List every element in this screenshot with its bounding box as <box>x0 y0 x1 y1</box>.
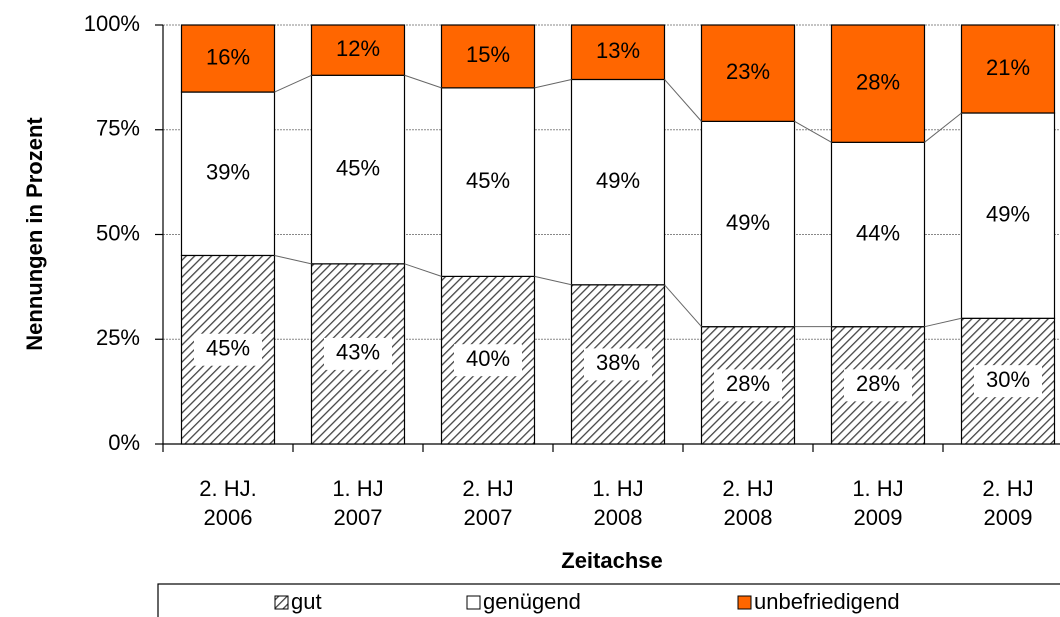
data-label: 13% <box>596 38 640 63</box>
y-tick-label: 25% <box>96 325 140 350</box>
data-label: 15% <box>466 42 510 67</box>
data-label: 28% <box>856 371 900 396</box>
label-bg <box>324 153 392 186</box>
x-tick-label: 1. HJ 2009 <box>852 476 904 530</box>
label-bg <box>194 157 262 190</box>
label-bg <box>844 218 912 251</box>
label-bg <box>454 344 522 377</box>
data-label: 49% <box>596 168 640 193</box>
data-label: 49% <box>726 210 770 235</box>
data-label: 39% <box>206 160 250 185</box>
data-label: 28% <box>726 371 770 396</box>
legend-swatch <box>466 595 481 610</box>
bar-segment <box>960 24 1056 114</box>
data-label: 49% <box>986 201 1030 226</box>
series-line <box>404 263 442 277</box>
series-line <box>534 78 572 89</box>
y-tick-label: 100% <box>84 11 140 36</box>
bar-segment <box>440 24 536 89</box>
data-label: 16% <box>206 44 250 69</box>
data-label: 40% <box>466 346 510 371</box>
y-tick-label: 0% <box>108 430 140 455</box>
x-tick-label: 2. HJ 2008 <box>722 476 774 530</box>
bar-segment <box>570 24 666 81</box>
data-label: 28% <box>856 69 900 94</box>
series-line <box>924 112 962 143</box>
series-line <box>794 120 832 143</box>
series-line <box>274 74 312 93</box>
bar-segment <box>310 24 406 76</box>
label-bg <box>324 337 392 370</box>
data-label: 45% <box>466 168 510 193</box>
y-axis-title: Nennungen in Prozent <box>22 117 47 351</box>
x-tick-label: 2. HJ 2009 <box>982 476 1034 530</box>
series-line <box>274 254 312 265</box>
label-bg <box>714 208 782 241</box>
y-tick-label: 75% <box>96 116 140 141</box>
legend-swatch <box>737 595 752 610</box>
label-bg <box>844 369 912 402</box>
legend-label: gut <box>291 589 322 614</box>
series-line <box>924 317 962 328</box>
data-label: 45% <box>206 336 250 361</box>
series-line <box>534 275 572 286</box>
label-bg <box>584 166 652 199</box>
series-line <box>404 74 442 89</box>
x-axis-title: Zeitachse <box>561 548 663 573</box>
data-label: 30% <box>986 367 1030 392</box>
data-label: 21% <box>986 55 1030 80</box>
data-label: 23% <box>726 59 770 84</box>
series-line <box>664 284 702 328</box>
legend-swatch <box>274 595 289 610</box>
bar-segment <box>700 24 796 122</box>
label-bg <box>714 369 782 402</box>
legend-box <box>157 583 1060 617</box>
label-bg <box>974 365 1042 398</box>
x-tick-label: 1. HJ 2008 <box>592 476 644 530</box>
bar-segment <box>180 24 276 93</box>
legend-label: genügend <box>483 589 581 614</box>
data-label: 12% <box>336 36 380 61</box>
y-tick-label: 50% <box>96 220 140 245</box>
data-label: 38% <box>596 350 640 375</box>
label-bg <box>454 166 522 199</box>
bar-segment <box>830 24 926 143</box>
data-label: 45% <box>336 155 380 180</box>
x-tick-label: 1. HJ 2007 <box>332 476 384 530</box>
series-line <box>664 79 702 122</box>
x-tick-label: 2. HJ. 2006 <box>199 476 257 530</box>
x-tick-label: 2. HJ 2007 <box>462 476 514 530</box>
label-bg <box>194 333 262 366</box>
label-bg <box>584 348 652 381</box>
data-label: 43% <box>336 340 380 365</box>
label-bg <box>974 199 1042 232</box>
data-label: 44% <box>856 220 900 245</box>
legend-label: unbefriedigend <box>754 589 900 614</box>
